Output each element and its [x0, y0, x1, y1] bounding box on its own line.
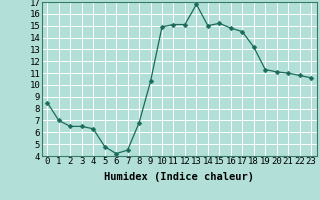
- X-axis label: Humidex (Indice chaleur): Humidex (Indice chaleur): [104, 172, 254, 182]
